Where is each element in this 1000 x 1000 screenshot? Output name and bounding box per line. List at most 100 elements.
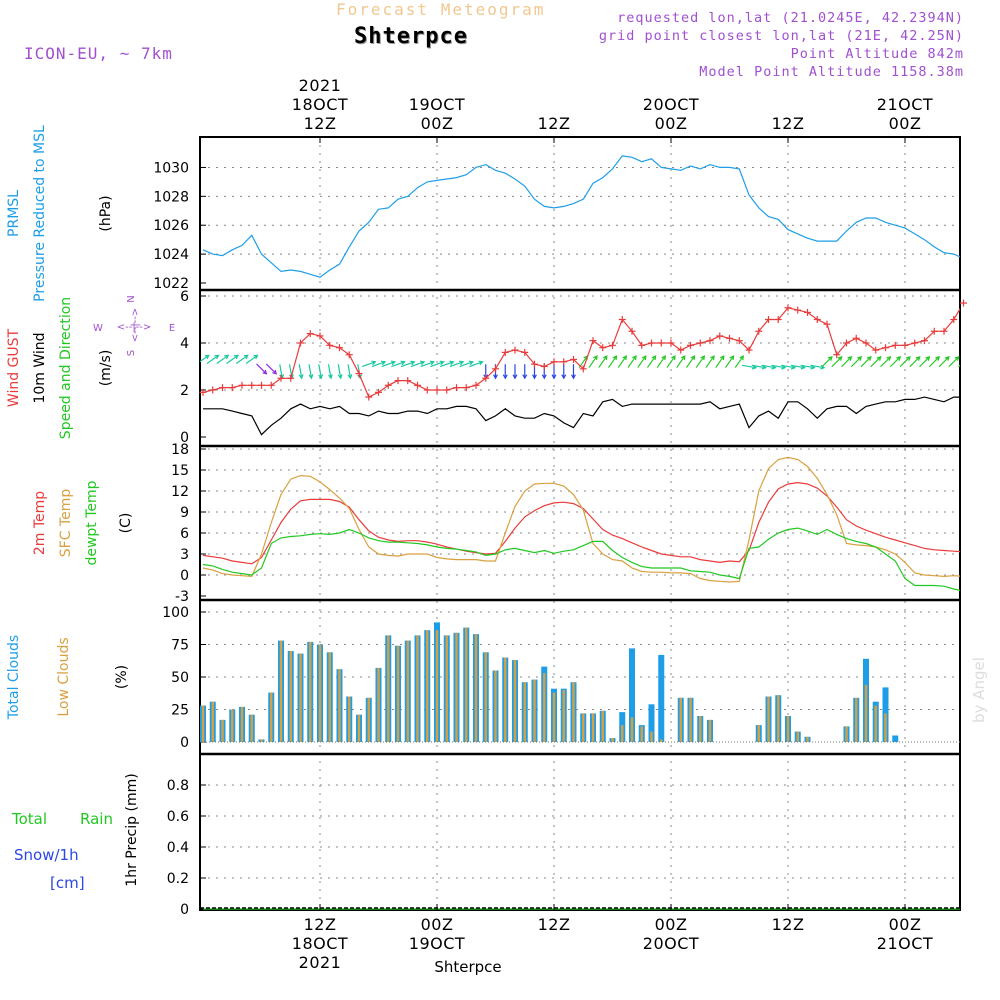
- bar-low-clouds: [426, 630, 429, 742]
- wind-direction-arrowhead: [381, 360, 387, 366]
- y-tick-label: 18: [171, 442, 189, 458]
- bar-low-clouds: [221, 719, 224, 742]
- y-tick-label: 6: [180, 289, 189, 305]
- bar-low-clouds: [455, 632, 458, 742]
- wind-direction-arrowhead: [632, 355, 637, 361]
- y-tick-label: -3: [175, 589, 189, 605]
- series-line: [202, 456, 960, 583]
- wind-direction-arrowhead: [420, 360, 426, 366]
- wind-direction-arrow: [298, 364, 303, 379]
- series-line: [203, 396, 960, 436]
- wind-direction-arrowhead: [651, 355, 657, 361]
- bar-total-clouds: [658, 654, 665, 742]
- wind-direction-arrowhead: [612, 355, 618, 361]
- bar-low-clouds: [367, 697, 370, 742]
- wind-direction-arrowhead: [243, 354, 249, 360]
- bar-low-clouds: [533, 679, 536, 742]
- panel-unit: 1hr Precip (mm): [124, 773, 140, 886]
- page-title: Shterpce: [354, 24, 468, 49]
- watermark: by Angel: [970, 657, 988, 723]
- wind-direction-arrowhead: [690, 355, 696, 361]
- wind-direction-arrow: [821, 356, 833, 368]
- wind-direction-arrow: [439, 361, 454, 368]
- top-tick-label: 00Z: [421, 114, 454, 133]
- bar-low-clouds: [377, 667, 380, 742]
- panel-label: 10m Wind: [32, 332, 48, 403]
- wind-direction-arrowhead: [729, 355, 735, 361]
- bar-low-clouds: [630, 717, 634, 742]
- wind-direction-arrowhead: [328, 374, 333, 380]
- bar-low-clouds: [777, 695, 780, 742]
- bar-low-clouds: [689, 697, 692, 742]
- wind-direction-arrow: [598, 355, 608, 368]
- wind-direction-arrow: [676, 355, 686, 368]
- top-tick-label: 19OCT: [409, 95, 465, 114]
- wind-direction-arrowhead: [593, 355, 598, 361]
- wind-direction-arrow: [938, 356, 950, 368]
- wind-direction-arrowhead: [944, 356, 950, 361]
- wind-direction-arrow: [449, 361, 464, 368]
- wind-direction-arrow: [841, 356, 852, 368]
- y-tick-label: 0: [180, 430, 189, 446]
- wind-direction-arrow: [245, 354, 258, 364]
- compass-ns-bar: <--|-->: [130, 308, 141, 343]
- compass-s: S: [126, 350, 137, 356]
- bar-low-clouds: [708, 719, 712, 742]
- top-tick-label: 12Z: [772, 114, 805, 133]
- bottom-tick-label: 12Z: [538, 915, 571, 934]
- bar-low-clouds: [387, 635, 390, 742]
- y-tick-label: 25: [171, 703, 189, 719]
- compass-e: E: [169, 323, 175, 334]
- wind-direction-arrowhead: [661, 355, 667, 361]
- wind-direction-arrow: [790, 364, 805, 369]
- wind-direction-arrow: [685, 355, 696, 368]
- bar-low-clouds: [543, 673, 546, 742]
- wind-direction-arrow: [256, 363, 267, 375]
- wind-direction-arrow: [771, 364, 786, 369]
- panel-label: Snow/1h: [14, 846, 79, 864]
- wind-direction-arrow: [279, 364, 283, 379]
- wind-direction-arrowhead: [318, 374, 324, 380]
- wind-direction-arrow: [705, 355, 715, 368]
- panel-frame-precip: [199, 753, 961, 911]
- wind-direction-arrowhead: [468, 360, 474, 366]
- wind-direction-arrowhead: [298, 374, 304, 380]
- wind-direction-arrow: [627, 355, 637, 368]
- wind-direction-arrowhead: [886, 356, 892, 361]
- wind-direction-arrow: [919, 356, 930, 368]
- y-tick-label: 3: [180, 547, 189, 563]
- wind-direction-arrow: [410, 361, 425, 368]
- bar-low-clouds: [679, 697, 682, 742]
- wind-direction-arrowhead: [561, 374, 567, 380]
- wind-direction-arrowhead: [866, 356, 872, 361]
- bar-low-clouds: [231, 709, 234, 742]
- y-tick-label: 0.2: [167, 871, 189, 887]
- wind-direction-arrowhead: [551, 374, 557, 380]
- wind-direction-arrowhead: [965, 357, 969, 361]
- wind-direction-arrow: [637, 355, 647, 368]
- y-tick-label: 6: [180, 526, 189, 542]
- bar-low-clouds: [640, 726, 643, 742]
- wind-direction-arrowhead: [602, 355, 608, 361]
- compass-w: W: [93, 323, 103, 334]
- bar-low-clouds: [270, 692, 273, 742]
- bar-low-clouds: [874, 705, 877, 742]
- bar-low-clouds: [279, 640, 283, 742]
- bottom-tick-label: 2021: [299, 953, 342, 972]
- y-tick-label: 0: [180, 735, 189, 751]
- bar-low-clouds: [660, 739, 663, 742]
- top-tick-label: 21OCT: [877, 95, 933, 114]
- y-tick-label: 15: [171, 463, 189, 479]
- wind-direction-arrowhead: [925, 356, 931, 361]
- y-tick-label: 1028: [153, 189, 189, 205]
- bar-total-clouds: [648, 704, 655, 742]
- wind-direction-arrow: [347, 364, 352, 379]
- bar-low-clouds: [484, 652, 487, 742]
- wind-direction-arrow: [400, 361, 415, 368]
- bar-low-clouds: [855, 697, 858, 742]
- wind-direction-arrow: [715, 355, 725, 368]
- bar-low-clouds: [786, 716, 790, 742]
- wind-direction-arrowhead: [347, 374, 353, 380]
- panel-unit: (m/s): [98, 350, 114, 387]
- panel-unit: (%): [114, 665, 130, 689]
